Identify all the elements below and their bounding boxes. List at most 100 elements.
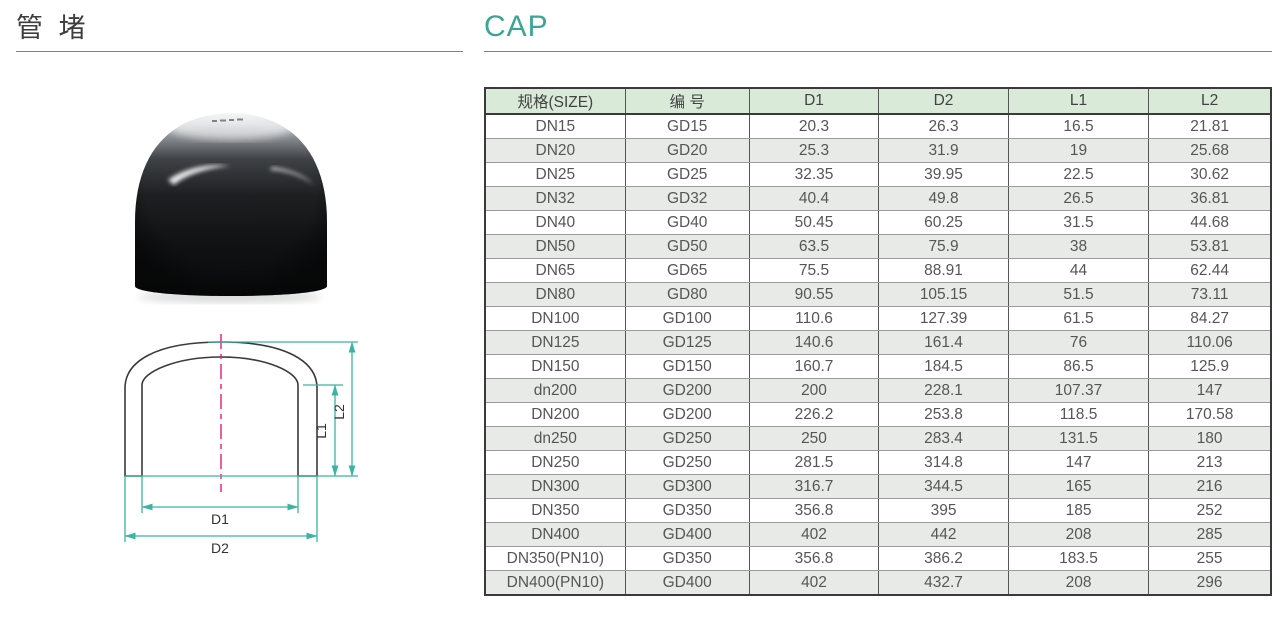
table-cell: 62.44 bbox=[1148, 258, 1272, 283]
table-row: DN32 GD32 40.4 49.8 26.5 36.81 bbox=[484, 186, 1272, 211]
table-cell: 75.9 bbox=[878, 234, 1009, 259]
table-cell: GD300 bbox=[624, 474, 750, 499]
table-cell: GD150 bbox=[624, 354, 750, 379]
table-row: DN100 GD100 110.6 127.39 61.5 84.27 bbox=[484, 306, 1272, 331]
title-underline-left bbox=[16, 51, 463, 52]
table-cell: 60.25 bbox=[878, 210, 1009, 235]
table-row: dn250 GD250 250 283.4 131.5 180 bbox=[484, 426, 1272, 451]
page-title-cn: 管 堵 bbox=[16, 13, 90, 43]
table-cell: dn200 bbox=[484, 378, 626, 403]
table-cell: 107.37 bbox=[1007, 378, 1150, 403]
table-cell: 88.91 bbox=[878, 258, 1009, 283]
table-cell: DN20 bbox=[484, 138, 626, 163]
table-cell: 250 bbox=[748, 426, 880, 451]
table-row: DN350 GD350 356.8 395 185 252 bbox=[484, 498, 1272, 523]
table-cell: 213 bbox=[1148, 450, 1272, 475]
table-cell: 49.8 bbox=[878, 186, 1009, 211]
table-cell: 161.4 bbox=[878, 330, 1009, 355]
table-row: DN400 GD400 402 442 208 285 bbox=[484, 522, 1272, 547]
table-cell: 125.9 bbox=[1148, 354, 1272, 379]
table-cell: DN400 bbox=[484, 522, 626, 547]
table-cell: 118.5 bbox=[1007, 402, 1150, 427]
table-cell: 110.06 bbox=[1148, 330, 1272, 355]
table-cell: GD250 bbox=[624, 426, 750, 451]
table-cell: 75.5 bbox=[748, 258, 880, 283]
table-cell: GD400 bbox=[624, 522, 750, 547]
cap-photo bbox=[135, 113, 327, 303]
table-cell: 356.8 bbox=[748, 498, 880, 523]
table-cell: 127.39 bbox=[878, 306, 1009, 331]
table-cell: 147 bbox=[1148, 378, 1272, 403]
table-header-row: 规格(SIZE) 编 号 D1 D2 L1 L2 bbox=[484, 88, 1272, 115]
table-cell: 25.68 bbox=[1148, 138, 1272, 163]
table-cell: GD100 bbox=[624, 306, 750, 331]
table-row: dn200 GD200 200 228.1 107.37 147 bbox=[484, 378, 1272, 403]
table-cell: 44 bbox=[1007, 258, 1150, 283]
table-cell: 110.6 bbox=[748, 306, 880, 331]
table-row: DN65 GD65 75.5 88.91 44 62.44 bbox=[484, 258, 1272, 283]
table-cell: DN80 bbox=[484, 282, 626, 307]
table-row: DN50 GD50 63.5 75.9 38 53.81 bbox=[484, 234, 1272, 259]
table-cell: GD350 bbox=[624, 498, 750, 523]
column-header: 规格(SIZE) bbox=[484, 88, 626, 115]
table-cell: DN15 bbox=[484, 113, 626, 139]
table-cell: 38 bbox=[1007, 234, 1150, 259]
table-cell: 63.5 bbox=[748, 234, 880, 259]
table-cell: 19 bbox=[1007, 138, 1150, 163]
table-cell: 314.8 bbox=[878, 450, 1009, 475]
table-cell: 386.2 bbox=[878, 546, 1009, 571]
table-cell: DN350(PN10) bbox=[484, 546, 626, 571]
table-cell: GD15 bbox=[624, 113, 750, 139]
table-row: DN40 GD40 50.45 60.25 31.5 44.68 bbox=[484, 210, 1272, 235]
table-cell: DN32 bbox=[484, 186, 626, 211]
table-cell: 165 bbox=[1007, 474, 1150, 499]
table-cell: 432.7 bbox=[878, 570, 1009, 596]
table-cell: 228.1 bbox=[878, 378, 1009, 403]
table-row: DN25 GD25 32.35 39.95 22.5 30.62 bbox=[484, 162, 1272, 187]
column-header: 编 号 bbox=[624, 88, 750, 115]
table-cell: 255 bbox=[1148, 546, 1272, 571]
table-cell: GD65 bbox=[624, 258, 750, 283]
table-cell: 90.55 bbox=[748, 282, 880, 307]
table-cell: GD32 bbox=[624, 186, 750, 211]
table-row: DN300 GD300 316.7 344.5 165 216 bbox=[484, 474, 1272, 499]
table-cell: 208 bbox=[1007, 522, 1150, 547]
table-cell: GD250 bbox=[624, 450, 750, 475]
table-cell: DN40 bbox=[484, 210, 626, 235]
table-cell: DN25 bbox=[484, 162, 626, 187]
table-cell: 180 bbox=[1148, 426, 1272, 451]
table-cell: 170.58 bbox=[1148, 402, 1272, 427]
table-cell: 76 bbox=[1007, 330, 1150, 355]
table-cell: DN300 bbox=[484, 474, 626, 499]
cap-highlight-left bbox=[168, 165, 230, 185]
dim-label-d1: D1 bbox=[211, 511, 229, 527]
table-cell: 26.5 bbox=[1007, 186, 1150, 211]
dimension-lines bbox=[124, 341, 358, 542]
table-cell: 147 bbox=[1007, 450, 1150, 475]
table-cell: 160.7 bbox=[748, 354, 880, 379]
table-cell: 252 bbox=[1148, 498, 1272, 523]
table-cell: DN350 bbox=[484, 498, 626, 523]
table-cell: DN100 bbox=[484, 306, 626, 331]
table-cell: DN200 bbox=[484, 402, 626, 427]
table-cell: 26.3 bbox=[878, 113, 1009, 139]
table-cell: 105.15 bbox=[878, 282, 1009, 307]
column-header: L2 bbox=[1148, 88, 1272, 115]
table-row: DN80 GD80 90.55 105.15 51.5 73.11 bbox=[484, 282, 1272, 307]
table-row: DN15 GD15 20.3 26.3 16.5 21.81 bbox=[484, 113, 1272, 139]
table-cell: 16.5 bbox=[1007, 113, 1150, 139]
table-cell: 22.5 bbox=[1007, 162, 1150, 187]
table-cell: 44.68 bbox=[1148, 210, 1272, 235]
table-cell: 86.5 bbox=[1007, 354, 1150, 379]
table-cell: 40.4 bbox=[748, 186, 880, 211]
table-cell: 131.5 bbox=[1007, 426, 1150, 451]
table-cell: 183.5 bbox=[1007, 546, 1150, 571]
table-cell: 73.11 bbox=[1148, 282, 1272, 307]
cap-highlight-right bbox=[270, 167, 314, 185]
table-cell: 36.81 bbox=[1148, 186, 1272, 211]
table-cell: 356.8 bbox=[748, 546, 880, 571]
table-cell: 30.62 bbox=[1148, 162, 1272, 187]
table-cell: 31.5 bbox=[1007, 210, 1150, 235]
dim-label-l2: L2 bbox=[331, 404, 347, 420]
table-cell: 184.5 bbox=[878, 354, 1009, 379]
